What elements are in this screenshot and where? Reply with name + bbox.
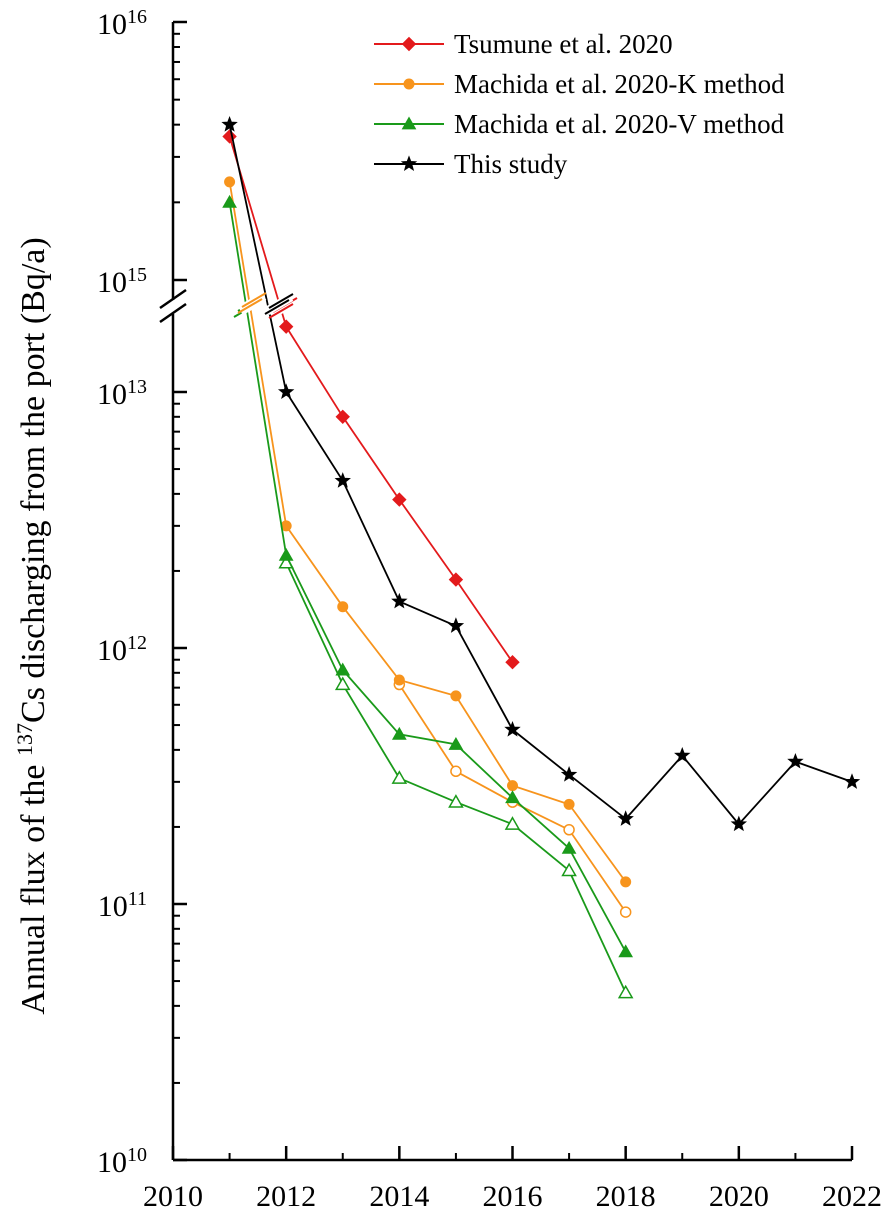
data-point-3 <box>674 746 691 763</box>
data-point-0 <box>448 572 464 587</box>
data-point-2 <box>391 726 407 740</box>
y-tick-label: 1016 <box>97 6 147 41</box>
legend-marker <box>401 36 417 52</box>
data-point-2 <box>222 194 237 208</box>
data-point-3 <box>221 116 238 132</box>
y-tick-label: 1013 <box>97 376 147 411</box>
data-point-1-hollow <box>450 765 462 778</box>
legend-marker <box>403 78 415 90</box>
data-point-2 <box>448 736 464 750</box>
data-point-3 <box>617 810 634 826</box>
data-point-2-hollow <box>617 984 634 999</box>
x-tick-label: 2016 <box>483 1180 543 1213</box>
x-tick-label: 2010 <box>143 1180 203 1213</box>
data-point-3 <box>787 752 804 769</box>
series-break-gap <box>264 293 294 315</box>
data-point-2 <box>505 790 520 804</box>
legend-label: Machida et al. 2020-V method <box>454 109 785 139</box>
data-point-0 <box>278 319 294 334</box>
data-point-3 <box>334 472 351 488</box>
data-point-2-hollow <box>391 770 408 784</box>
x-tick-label: 2014 <box>369 1180 429 1213</box>
x-tick-label: 2018 <box>596 1180 656 1213</box>
data-point-1 <box>450 690 462 702</box>
y-axis-title-superscript: 137 <box>12 723 37 756</box>
series-break-mark <box>268 303 294 319</box>
data-point-2 <box>278 547 294 561</box>
legend-marker <box>400 155 418 171</box>
data-point-2 <box>618 944 634 958</box>
legend-label: Machida et al. 2020-K method <box>454 69 785 99</box>
data-point-0 <box>505 655 520 670</box>
data-point-3 <box>843 773 861 789</box>
data-point-2-hollow <box>334 676 351 691</box>
data-point-1 <box>563 798 575 810</box>
data-point-3 <box>560 766 578 782</box>
plot-area: 2010 2012 2014 2016 2018 2020 2022 1016 1015 1013… <box>97 6 882 1213</box>
y-tick-label: 1010 <box>97 1144 147 1179</box>
x-tick-label: 2020 <box>709 1180 769 1213</box>
y-tick-label: 1012 <box>97 632 147 667</box>
data-point-3 <box>277 383 295 399</box>
y-tick-label: 1015 <box>97 264 147 299</box>
data-point-1 <box>224 176 236 188</box>
data-point-3 <box>447 617 465 633</box>
y-tick-label: 1011 <box>98 888 147 923</box>
data-point-3 <box>504 720 521 737</box>
series-break-mark <box>268 293 294 309</box>
legend-label: Tsumune et al. 2020 <box>454 29 673 59</box>
data-point-1 <box>507 780 518 792</box>
data-point-1 <box>393 674 405 686</box>
data-point-2-hollow <box>504 816 521 830</box>
y-axis-break-mark <box>159 288 187 310</box>
data-point-1-hollow <box>563 824 575 836</box>
data-point-2-hollow <box>448 794 464 808</box>
data-point-2 <box>561 840 577 854</box>
data-point-3 <box>730 815 748 832</box>
data-point-3 <box>391 592 408 609</box>
series-break-mark <box>264 299 290 315</box>
x-tick-label: 2022 <box>822 1180 882 1213</box>
data-point-0 <box>392 492 407 507</box>
series-break-gap <box>268 297 298 319</box>
y-axis-break-mark <box>159 302 187 324</box>
legend-marker <box>401 116 417 130</box>
series-break-mark <box>237 298 263 314</box>
data-point-0 <box>335 409 350 425</box>
data-point-2 <box>335 662 351 676</box>
series-line-2 <box>228 202 627 953</box>
data-point-1 <box>337 601 349 613</box>
y-axis-title: Annual flux of the 137Cs discharging fro… <box>12 237 53 1014</box>
data-point-0 <box>222 129 237 144</box>
data-point-1-hollow <box>619 906 632 918</box>
series-line-1 <box>228 181 627 883</box>
series-break-mark <box>241 292 267 308</box>
series-break-gap <box>237 292 267 314</box>
data-point-1 <box>620 876 632 888</box>
x-tick-label: 2012 <box>256 1180 316 1213</box>
data-point-2-hollow <box>561 862 577 877</box>
series-line-0 <box>228 136 514 663</box>
svg-text:Annual flux of the 137Cs disch: Annual flux of the 137Cs discharging fro… <box>12 237 53 1014</box>
y-axis-title-prefix: Annual flux of the <box>15 756 52 1015</box>
legend-label: This study <box>454 149 568 179</box>
series-line-3 <box>228 124 853 826</box>
y-axis-title-suffix: Cs discharging from the port (Bq/a) <box>15 237 52 723</box>
